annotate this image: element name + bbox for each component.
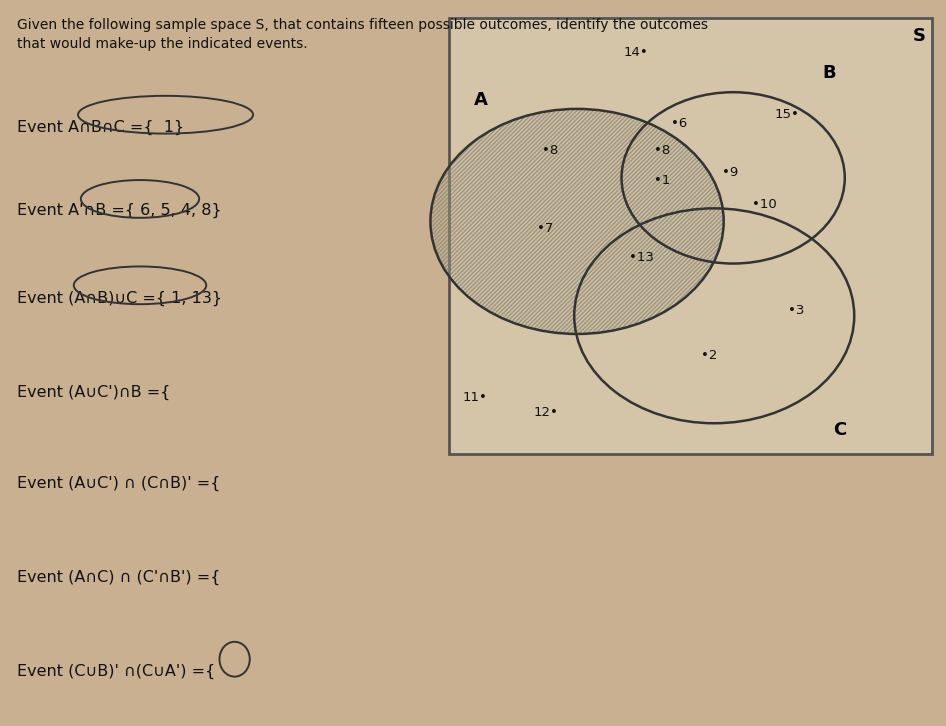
- Text: Event (A∪C')∩B ={: Event (A∪C')∩B ={: [17, 385, 170, 400]
- Text: Event A'∩B ={ 6, 5, 4, 8}: Event A'∩B ={ 6, 5, 4, 8}: [17, 203, 221, 219]
- Text: Event (A∩B)∪C ={ 1, 13}: Event (A∩B)∪C ={ 1, 13}: [17, 290, 222, 306]
- Text: 15•: 15•: [775, 108, 799, 121]
- Text: •3: •3: [788, 304, 805, 317]
- Text: Event (A∪C') ∩ (C∩B)' ={: Event (A∪C') ∩ (C∩B)' ={: [17, 476, 220, 491]
- Text: •2: •2: [701, 349, 718, 362]
- Text: •10: •10: [752, 198, 777, 211]
- Text: •7: •7: [536, 222, 553, 235]
- Bar: [449, 18, 932, 454]
- Text: Given the following sample space S, that contains fifteen possible outcomes, ide: Given the following sample space S, that…: [17, 18, 708, 51]
- Text: 14•: 14•: [623, 46, 648, 59]
- Text: Event (C∪B)' ∩(C∪A') ={: Event (C∪B)' ∩(C∪A') ={: [17, 664, 216, 680]
- Text: S: S: [913, 27, 926, 45]
- Text: •1: •1: [654, 174, 671, 187]
- Text: Event (A∩C) ∩ (C'∩B') ={: Event (A∩C) ∩ (C'∩B') ={: [17, 570, 220, 585]
- Text: •13: •13: [629, 251, 654, 264]
- Text: A: A: [474, 91, 487, 109]
- Text: 12•: 12•: [534, 406, 558, 419]
- Text: Event A∩B∩C ={  1}: Event A∩B∩C ={ 1}: [17, 120, 184, 135]
- Text: B: B: [823, 64, 836, 81]
- Text: •8: •8: [542, 144, 559, 157]
- Text: •6: •6: [671, 117, 688, 130]
- Text: •8: •8: [654, 144, 671, 157]
- Circle shape: [430, 109, 724, 334]
- Text: •9: •9: [722, 166, 739, 179]
- Text: C: C: [833, 421, 847, 439]
- Text: 11•: 11•: [463, 391, 487, 404]
